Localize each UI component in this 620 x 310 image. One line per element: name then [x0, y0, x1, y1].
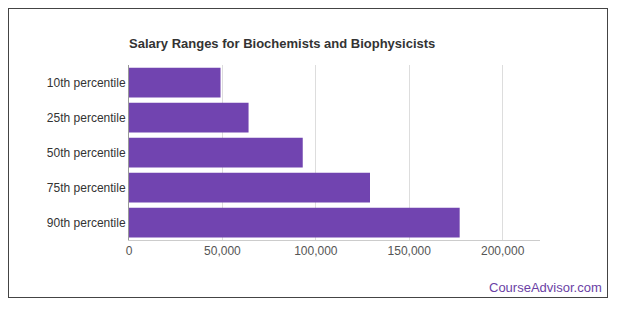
svg-text:10th percentile: 10th percentile [47, 76, 126, 90]
svg-text:CourseAdvisor.com: CourseAdvisor.com [489, 280, 602, 295]
svg-text:50,000: 50,000 [204, 244, 241, 258]
svg-text:0: 0 [126, 244, 133, 258]
svg-text:150,000: 150,000 [388, 244, 432, 258]
svg-text:25th percentile: 25th percentile [47, 111, 126, 125]
svg-text:50th percentile: 50th percentile [47, 146, 126, 160]
svg-text:100,000: 100,000 [294, 244, 338, 258]
svg-text:200,000: 200,000 [481, 244, 525, 258]
svg-text:75th percentile: 75th percentile [47, 181, 126, 195]
svg-text:Salary Ranges for Biochemists: Salary Ranges for Biochemists and Biophy… [129, 36, 435, 51]
svg-text:90th percentile: 90th percentile [47, 216, 126, 230]
